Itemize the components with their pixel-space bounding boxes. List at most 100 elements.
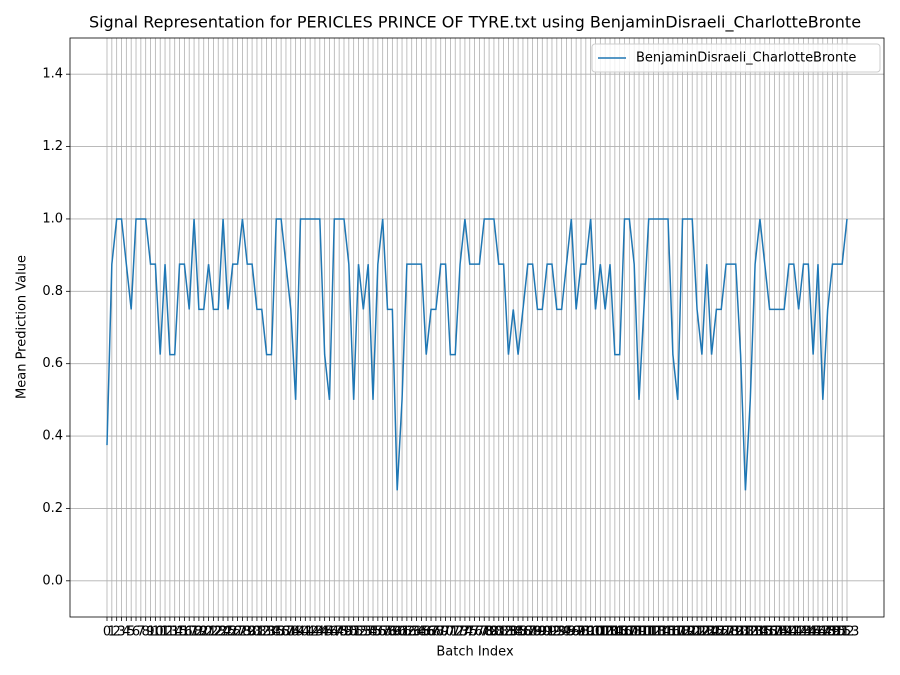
x-tick-label: 128 <box>714 625 739 640</box>
x-tick-label: 47 <box>326 625 343 640</box>
x-tick-label: 150 <box>820 625 845 640</box>
x-tick-label: 60 <box>389 625 406 640</box>
x-tick-label: 118 <box>665 625 690 640</box>
x-tick-label: 54 <box>360 625 377 640</box>
x-tick-label: 94 <box>553 625 570 640</box>
y-tick-label: 1.0 <box>42 211 63 226</box>
x-tick-label: 29 <box>239 625 256 640</box>
x-tick-label: 45 <box>316 625 333 640</box>
legend: BenjaminDisraeli_CharlotteBronte <box>591 43 881 73</box>
x-tick-label: 114 <box>646 625 671 640</box>
x-tick-label: 121 <box>680 625 705 640</box>
x-tick-label: 102 <box>588 625 613 640</box>
x-tick-label: 43 <box>307 625 324 640</box>
x-tick-label: 62 <box>399 625 416 640</box>
x-tick-label: 127 <box>709 625 734 640</box>
x-tick-label: 27 <box>229 625 246 640</box>
x-tick-label: 88 <box>524 625 541 640</box>
x-tick-label: 5 <box>127 625 135 640</box>
x-tick-label: 51 <box>345 625 362 640</box>
x-tick-label: 143 <box>786 625 811 640</box>
x-tick-label: 61 <box>394 625 411 640</box>
x-tick-label: 144 <box>791 625 816 640</box>
x-tick-label: 141 <box>777 625 802 640</box>
x-tick-label: 90 <box>534 625 551 640</box>
x-tick-label: 8 <box>142 625 150 640</box>
x-tick-label: 40 <box>292 625 309 640</box>
x-tick-label: 52 <box>350 625 367 640</box>
x-tick-label: 125 <box>699 625 724 640</box>
x-tick-label: 134 <box>743 625 768 640</box>
x-tick-label: 67 <box>423 625 440 640</box>
x-tick-label: 82 <box>495 625 512 640</box>
x-tick-label: 33 <box>258 625 275 640</box>
x-tick-label: 22 <box>205 625 222 640</box>
y-axis-label: Mean Prediction Value <box>15 255 30 399</box>
x-tick-label: 41 <box>297 625 314 640</box>
x-tick-label: 6 <box>132 625 140 640</box>
x-tick-label: 72 <box>447 625 464 640</box>
x-tick-label: 74 <box>457 625 474 640</box>
x-tick-label: 84 <box>505 625 522 640</box>
plot-frame <box>69 37 885 618</box>
x-tick-label: 126 <box>704 625 729 640</box>
x-tick-label: 86 <box>515 625 532 640</box>
x-tick-label: 1 <box>108 625 116 640</box>
x-tick-label: 18 <box>186 625 203 640</box>
x-tick-label: 39 <box>287 625 304 640</box>
x-tick-label: 122 <box>685 625 710 640</box>
x-tick-label: 116 <box>656 625 681 640</box>
x-tick-label: 42 <box>302 625 319 640</box>
x-tick-label: 34 <box>263 625 280 640</box>
x-tick-label: 53 <box>355 625 372 640</box>
x-tick-label: 25 <box>220 625 237 640</box>
x-tick-label: 57 <box>374 625 391 640</box>
x-tick-label: 142 <box>781 625 806 640</box>
x-tick-label: 140 <box>772 625 797 640</box>
x-tick-label: 152 <box>830 625 855 640</box>
x-tick-label: 28 <box>234 625 251 640</box>
y-tick-label: 0.8 <box>42 284 63 299</box>
x-tick-label: 3 <box>117 625 125 640</box>
x-tick-label: 11 <box>152 625 169 640</box>
x-tick-label: 24 <box>215 625 232 640</box>
x-tick-label: 145 <box>796 625 821 640</box>
x-tick-label: 59 <box>384 625 401 640</box>
x-tick-label: 85 <box>510 625 527 640</box>
x-tick-label: 20 <box>195 625 212 640</box>
x-tick-label: 136 <box>752 625 777 640</box>
legend-label: BenjaminDisraeli_CharlotteBronte <box>636 51 856 66</box>
x-tick-label: 97 <box>568 625 585 640</box>
x-tick-label: 38 <box>283 625 300 640</box>
x-tick-label: 101 <box>583 625 608 640</box>
x-axis-label: Batch Index <box>436 645 514 660</box>
x-tick-label: 123 <box>689 625 714 640</box>
x-tick-label: 32 <box>253 625 270 640</box>
x-tick-label: 113 <box>641 625 666 640</box>
x-tick-label: 93 <box>549 625 566 640</box>
x-tick-label: 69 <box>432 625 449 640</box>
x-tick-label: 148 <box>810 625 835 640</box>
x-tick-label: 37 <box>278 625 295 640</box>
x-tick-label: 64 <box>408 625 425 640</box>
x-tick-label: 83 <box>500 625 517 640</box>
x-tick-label: 46 <box>321 625 338 640</box>
x-tick-label: 110 <box>627 625 652 640</box>
x-tick-label: 49 <box>336 625 353 640</box>
x-tick-label: 66 <box>418 625 435 640</box>
x-tick-label: 115 <box>651 625 676 640</box>
x-tick-label: 112 <box>636 625 661 640</box>
x-tick-label: 119 <box>670 625 695 640</box>
x-tick-label: 91 <box>539 625 556 640</box>
x-tick-label: 109 <box>622 625 647 640</box>
x-tick-label: 16 <box>176 625 193 640</box>
x-tick-label: 50 <box>341 625 358 640</box>
x-tick-label: 81 <box>490 625 507 640</box>
x-tick-label: 130 <box>723 625 748 640</box>
x-tick-label: 7 <box>137 625 145 640</box>
x-tick-label: 58 <box>379 625 396 640</box>
x-tick-label: 117 <box>660 625 685 640</box>
x-tick-label: 92 <box>544 625 561 640</box>
x-tick-label: 153 <box>835 625 860 640</box>
x-tick-label: 146 <box>801 625 826 640</box>
